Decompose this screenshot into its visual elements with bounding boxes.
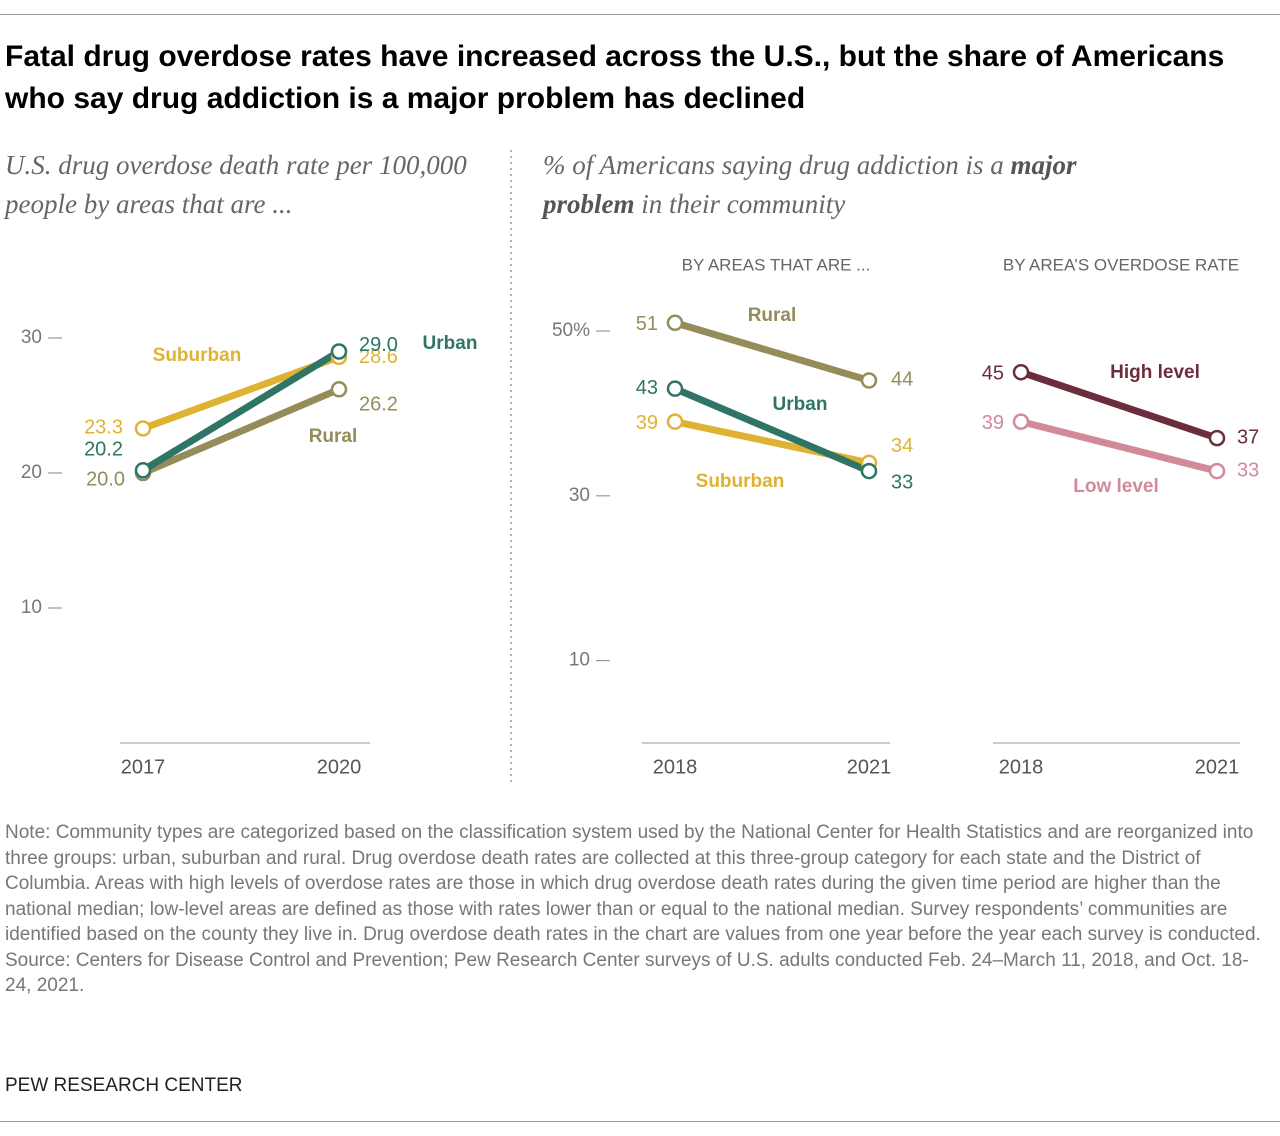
value-label: 28.6 <box>359 346 398 368</box>
value-label: 39 <box>636 412 658 434</box>
y-tick-label: 20 <box>21 462 42 483</box>
panel-subtitle: BY AREA’S OVERDOSE RATE <box>1003 255 1239 274</box>
value-label: 23.3 <box>84 417 123 439</box>
series-line <box>673 385 871 475</box>
left-heading: U.S. drug overdose death rate per 100,00… <box>5 150 467 219</box>
point <box>666 413 684 430</box>
series-label: Rural <box>748 305 797 326</box>
value-label: 45 <box>982 362 1004 384</box>
series-label: Urban <box>423 333 478 354</box>
y-tick-label: 50% <box>552 320 590 341</box>
right-heading: % of Americans saying drug addiction is … <box>543 146 1103 224</box>
point <box>1012 363 1030 381</box>
y-tick-label: 10 <box>569 650 590 671</box>
y-tick-label: 30 <box>21 327 42 348</box>
series-line <box>1019 368 1219 442</box>
panel-subtitle: BY AREAS THAT ARE ... <box>682 255 871 274</box>
credit: PEW RESEARCH CENTER <box>5 1075 243 1096</box>
value-label: 20.2 <box>84 439 123 461</box>
point <box>860 462 878 480</box>
point <box>134 462 152 479</box>
heading-part: % of Americans saying drug addiction is … <box>543 150 1004 180</box>
y-tick-label: 10 <box>21 597 42 618</box>
value-label: 33 <box>1237 459 1259 481</box>
value-label: 51 <box>636 313 658 335</box>
point <box>1208 429 1226 447</box>
point <box>1208 462 1226 480</box>
bottom-rule <box>0 1121 1280 1122</box>
point <box>860 372 878 389</box>
value-label: 37 <box>1237 426 1259 448</box>
value-label: 29.0 <box>359 334 398 356</box>
value-label: 20.0 <box>86 468 125 490</box>
series-label: Urban <box>773 394 828 415</box>
x-tick-label: 2020 <box>317 756 362 778</box>
value-label: 44 <box>891 369 913 391</box>
note: Note: Community types are categorized ba… <box>5 820 1267 999</box>
point <box>134 420 152 437</box>
point <box>330 381 348 398</box>
value-label: 34 <box>891 435 913 457</box>
series-label: Rural <box>309 426 358 447</box>
heading-part: in their community <box>641 189 846 219</box>
point <box>1012 413 1030 430</box>
x-tick-label: 2017 <box>121 756 166 778</box>
series-label: High level <box>1110 362 1200 383</box>
series-label: Suburban <box>696 471 785 492</box>
series-line <box>1020 418 1218 475</box>
note-text: Note: Community types are categorized ba… <box>5 822 1261 945</box>
x-tick-label: 2018 <box>999 756 1044 778</box>
x-tick-label: 2021 <box>847 756 892 778</box>
value-label: 26.2 <box>359 394 398 416</box>
point <box>330 343 348 360</box>
point <box>666 380 684 397</box>
series-line <box>141 386 341 477</box>
x-tick-label: 2018 <box>653 756 698 778</box>
series-label: Low level <box>1073 476 1159 497</box>
series-line <box>141 348 341 474</box>
top-rule <box>0 14 1280 15</box>
source: Source: Centers for Disease Control and … <box>5 949 1249 997</box>
title: Fatal drug overdose rates have increased… <box>5 40 1225 115</box>
value-label: 39 <box>982 412 1004 434</box>
point <box>666 314 684 332</box>
value-label: 33 <box>891 471 913 493</box>
series-line <box>674 319 870 384</box>
heading-emphasis: major problem <box>543 150 1077 219</box>
y-tick-label: 30 <box>569 485 590 506</box>
series-label: Suburban <box>153 345 242 366</box>
x-tick-label: 2021 <box>1195 756 1240 778</box>
value-label: 43 <box>636 377 658 399</box>
